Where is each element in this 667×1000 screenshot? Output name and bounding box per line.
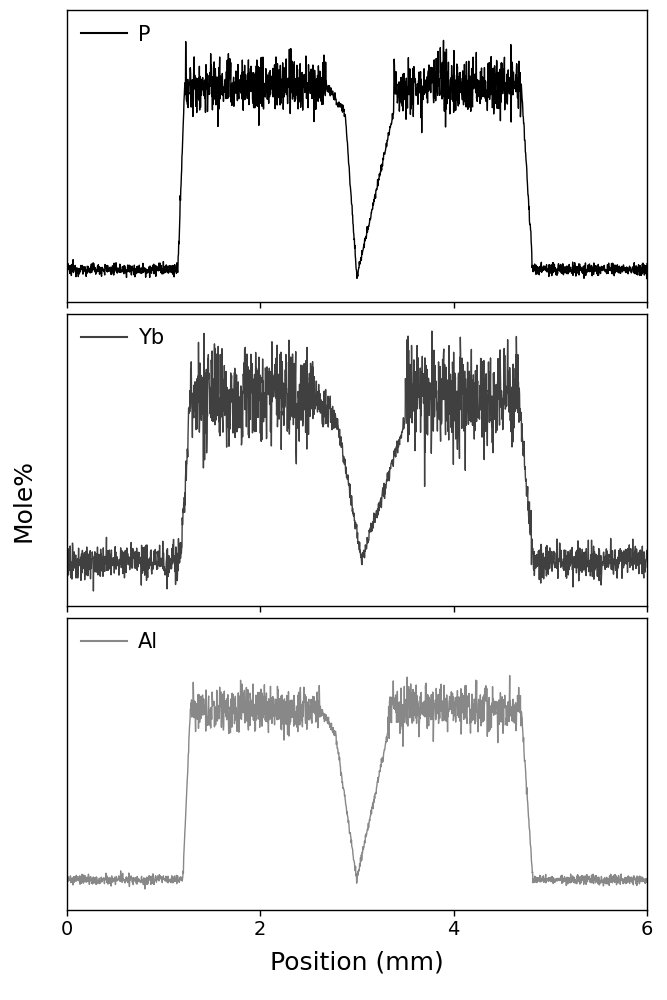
Text: Mole%: Mole% — [11, 458, 35, 542]
X-axis label: Position (mm): Position (mm) — [270, 951, 444, 975]
Legend: Al: Al — [75, 626, 164, 659]
Legend: Yb: Yb — [75, 322, 170, 355]
Legend: P: P — [75, 18, 156, 51]
